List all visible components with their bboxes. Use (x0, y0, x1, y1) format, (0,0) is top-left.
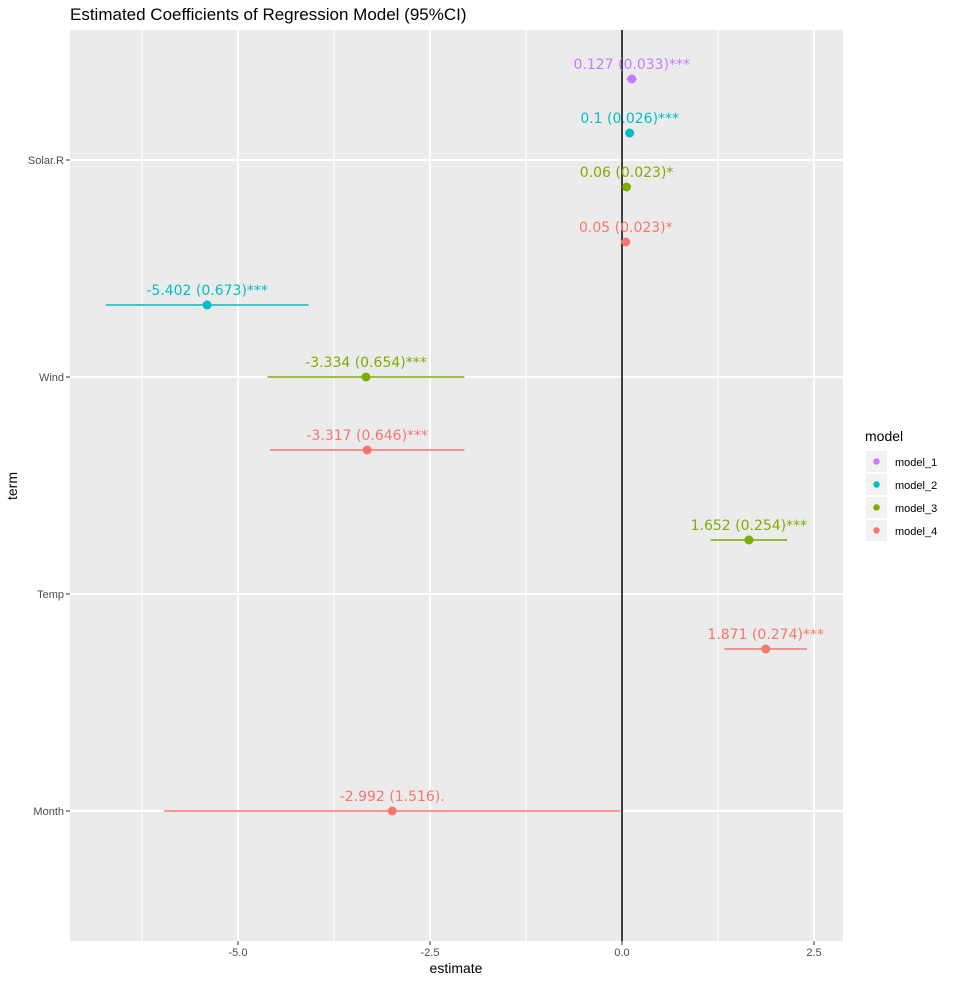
estimate-point (621, 237, 631, 247)
estimate-label: -2.992 (1.516). (340, 789, 445, 805)
point-group-model_4-month: -2.992 (1.516). (164, 789, 621, 816)
estimate-label: 0.06 (0.023)* (580, 165, 674, 181)
legend-swatch-model_4 (873, 527, 880, 534)
estimate-point (627, 74, 637, 84)
estimate-point (625, 128, 635, 138)
point-group-model_2-solar-r: 0.1 (0.026)*** (580, 111, 679, 138)
x-axis-title: estimate (430, 960, 483, 976)
estimate-point (362, 445, 372, 455)
y-axis-title: term (4, 472, 20, 500)
estimate-point (622, 182, 632, 192)
legend-swatch-model_1 (873, 458, 880, 465)
y-tick-label: Month (33, 806, 64, 818)
x-tick-label: -2.5 (421, 947, 440, 959)
legend-swatch-model_3 (873, 504, 880, 511)
point-group-model_3-solar-r: 0.06 (0.023)* (580, 165, 674, 192)
chart-title: Estimated Coefficients of Regression Mod… (70, 5, 467, 24)
plot-panel (70, 30, 843, 941)
x-tick-label: -5.0 (229, 947, 248, 959)
estimate-label: 1.871 (0.274)*** (707, 627, 824, 643)
legend-swatch-model_2 (873, 481, 880, 488)
legend-label-model_4: model_4 (895, 526, 937, 538)
estimate-label: -3.317 (0.646)*** (306, 428, 428, 444)
legend: model model_1 model_2 model_3 model_4 (865, 428, 937, 541)
estimate-label: 0.127 (0.033)*** (573, 57, 690, 73)
x-axis: -5.0 -2.5 0.0 2.5 (229, 941, 822, 959)
y-tick-label: Solar.R (28, 155, 64, 167)
legend-title: model (865, 428, 903, 444)
legend-label-model_3: model_3 (895, 503, 937, 515)
legend-label-model_1: model_1 (895, 457, 937, 469)
minor-gridlines (141, 30, 719, 941)
x-tick-label: 0.0 (614, 947, 629, 959)
point-group-model_4-wind: -3.317 (0.646)*** (270, 428, 465, 455)
estimate-label: 1.652 (0.254)*** (691, 518, 808, 534)
legend-label-model_2: model_2 (895, 480, 937, 492)
y-tick-label: Wind (39, 372, 64, 384)
point-group-model_4-solar-r: 0.05 (0.023)* (579, 220, 673, 247)
data-series: 0.127 (0.033)*** 0.1 (0.026)*** 0.06 (0.02… (105, 57, 824, 816)
estimate-point (761, 644, 771, 654)
y-tick-label: Temp (37, 589, 64, 601)
estimate-point (387, 806, 397, 816)
point-group-model_3-temp: 1.652 (0.254)*** (691, 518, 808, 545)
x-tick-label: 2.5 (806, 947, 821, 959)
point-group-model_1-solar-r: 0.127 (0.033)*** (573, 57, 690, 84)
estimate-label: -3.334 (0.654)*** (305, 355, 427, 371)
y-axis: Solar.R Wind Temp Month (28, 155, 70, 818)
estimate-point (744, 535, 754, 545)
point-group-model_2-wind: -5.402 (0.673)*** (105, 283, 309, 310)
estimate-point (202, 300, 212, 310)
point-group-model_4-temp: 1.871 (0.274)*** (707, 627, 824, 654)
estimate-label: -5.402 (0.673)*** (146, 283, 268, 299)
estimate-label: 0.05 (0.023)* (579, 220, 673, 236)
point-group-model_3-wind: -3.334 (0.654)*** (267, 355, 465, 382)
estimate-label: 0.1 (0.026)*** (580, 111, 679, 127)
estimate-point (361, 372, 371, 382)
